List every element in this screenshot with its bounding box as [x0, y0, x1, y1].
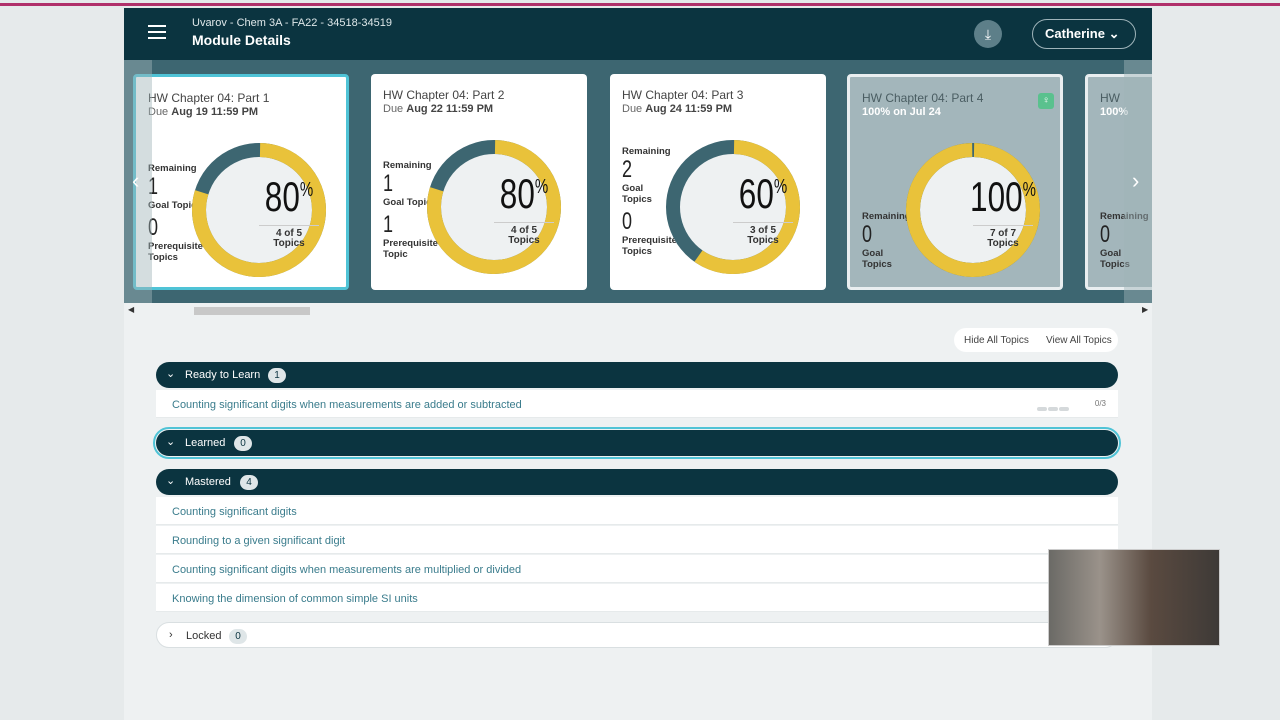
hide-all-topics-button[interactable]: Hide All Topics [964, 335, 1029, 346]
user-menu-button[interactable]: Catherine ⌄ [1032, 19, 1136, 49]
section-mastered[interactable]: ⌄ Mastered 4 [156, 469, 1118, 495]
assignment-card[interactable]: HW Chapter 04: Part 1 Due Aug 19 11:59 PM… [133, 74, 349, 290]
count-badge: 4 [240, 475, 258, 490]
progress-donut [666, 140, 800, 274]
remaining-stats: Remaining 0 Goal Topics [1100, 211, 1149, 270]
carousel-right-fade [1124, 60, 1152, 303]
section-label: Locked [186, 630, 222, 642]
chevron-down-icon: ⌄ [166, 475, 176, 487]
count-badge: 0 [234, 436, 252, 451]
page-title: Module Details [192, 32, 291, 48]
card-due: Due Aug 19 11:59 PM [148, 106, 259, 118]
progress-donut [427, 140, 561, 274]
remaining-stats: Remaining 1 Goal Topic 1 Prerequisite Topic [383, 160, 438, 260]
card-title: HW Chapter 04: Part 4 [862, 91, 984, 105]
count-badge: 0 [229, 629, 247, 644]
carousel-prev-icon[interactable]: ‹ [132, 168, 140, 193]
percent-complete: 60% [738, 170, 788, 217]
scrollbar-thumb[interactable] [194, 307, 310, 315]
section-label: Mastered [185, 476, 231, 488]
donut-complete-segment [192, 143, 326, 277]
section-label: Ready to Learn [185, 369, 261, 381]
section-learned[interactable]: ⌄ Learned 0 [153, 427, 1121, 459]
topic-toggle-group: Hide All Topics View All Topics [954, 328, 1118, 352]
download-icon[interactable]: ⤓ [974, 20, 1002, 48]
lightbulb-icon: ♀ [1038, 93, 1054, 109]
card-score: 100% [1100, 106, 1129, 118]
chevron-down-icon: ⌄ [166, 436, 176, 448]
webcam-overlay [1048, 549, 1220, 646]
topics-count: 7 of 7 Topics [987, 228, 1019, 249]
percent-complete: 100% [970, 173, 1036, 220]
topic-item[interactable]: Rounding to a given significant digit [156, 526, 1118, 554]
remaining-stats: Remaining 1 Goal Topic 0 Prerequisite Topics [148, 163, 203, 263]
chevron-down-icon: ⌄ [166, 368, 176, 380]
remaining-stats: Remaining 2 Goal Topics 0 Prerequisite Topic… [622, 146, 677, 257]
topics-count: 4 of 5 Topics [508, 225, 540, 246]
topic-name: Counting significant digits when measure… [172, 399, 522, 411]
carousel-next-icon[interactable]: › [1132, 168, 1140, 193]
card-title: HW Chapter 04: Part 3 [622, 88, 744, 102]
donut-complete-segment [427, 140, 561, 274]
topics-count: 3 of 5 Topics [747, 225, 779, 246]
hamburger-menu-icon[interactable] [148, 25, 166, 41]
course-name: Uvarov - Chem 3A - FA22 - 34518-34519 [192, 17, 392, 29]
section-label: Learned [185, 437, 226, 449]
topic-item[interactable]: Counting significant digits when measure… [156, 390, 1118, 418]
card-title: HW Chapter 04: Part 1 [148, 91, 270, 105]
progress-text: 0/3 [1094, 399, 1106, 408]
topic-item[interactable]: Counting significant digits [156, 497, 1118, 525]
top-border [0, 3, 1280, 6]
card-score: 100% on Jul 24 [862, 106, 941, 118]
topics-count: 4 of 5 Topics [273, 228, 305, 249]
assignment-carousel: HW Chapter 04: Part 1 Due Aug 19 11:59 PM… [124, 60, 1152, 303]
card-title: HW [1100, 91, 1120, 105]
topic-item[interactable]: Counting significant digits when measure… [156, 555, 1118, 583]
count-badge: 1 [268, 368, 286, 383]
scroll-right-icon[interactable]: ▶ [1142, 305, 1149, 314]
user-name: Catherine [1045, 26, 1105, 41]
progress-donut [192, 143, 326, 277]
topic-item[interactable]: Knowing the dimension of common simple S… [156, 584, 1118, 612]
card-due: Due Aug 22 11:59 PM [383, 103, 494, 115]
percent-complete: 80% [499, 170, 549, 217]
percent-complete: 80% [264, 173, 314, 220]
assignment-card[interactable]: HW Chapter 04: Part 4 100% on Jul 24 ♀ Rema… [847, 74, 1063, 290]
card-due: Due Aug 24 11:59 PM [622, 103, 733, 115]
carousel-left-fade [124, 60, 152, 303]
carousel-scrollbar[interactable]: ◀ ▶ [124, 303, 1152, 319]
assignment-card[interactable]: HW Chapter 04: Part 2 Due Aug 22 11:59 PM… [371, 74, 587, 290]
chevron-right-icon: › [169, 629, 173, 641]
progress-bar [1037, 402, 1070, 414]
remaining-stats: Remaining 0 Goal Topics [862, 211, 911, 270]
app-header: Uvarov - Chem 3A - FA22 - 34518-34519 Mo… [124, 8, 1152, 60]
section-ready-to-learn[interactable]: ⌄ Ready to Learn 1 [156, 362, 1118, 388]
section-locked[interactable]: › Locked 0 [156, 622, 1118, 648]
assignment-card[interactable]: HW Chapter 04: Part 3 Due Aug 24 11:59 PM… [610, 74, 826, 290]
scroll-left-icon[interactable]: ◀ [128, 305, 135, 314]
progress-donut [906, 143, 1040, 277]
card-title: HW Chapter 04: Part 2 [383, 88, 505, 102]
page: Uvarov - Chem 3A - FA22 - 34518-34519 Mo… [124, 8, 1152, 720]
view-all-topics-button[interactable]: View All Topics [1046, 335, 1112, 346]
chevron-down-icon: ⌄ [1108, 26, 1120, 41]
